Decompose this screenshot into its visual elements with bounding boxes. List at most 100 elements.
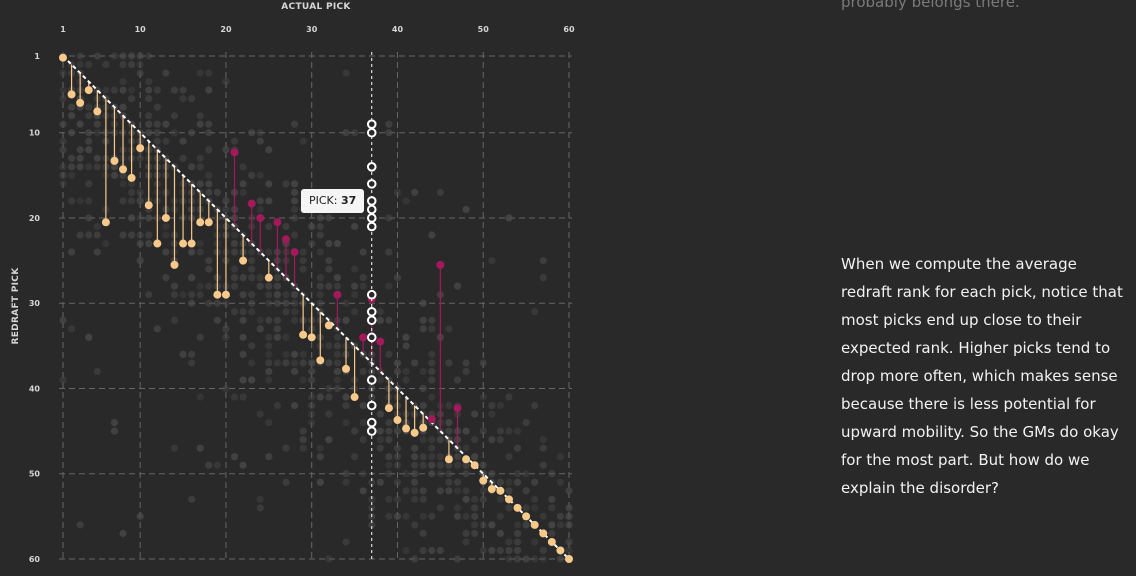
redraft-dot xyxy=(256,274,264,282)
redraft-dot xyxy=(513,427,522,435)
average-point xyxy=(522,512,531,521)
redraft-dot xyxy=(513,478,522,486)
redraft-dot xyxy=(565,504,573,512)
average-point xyxy=(204,218,213,227)
redraft-dot xyxy=(196,180,204,188)
redraft-dot xyxy=(308,376,316,384)
redraft-dot xyxy=(325,436,333,444)
redraft-dot xyxy=(342,299,350,307)
redraft-dot xyxy=(76,521,84,529)
selected-redraft-point xyxy=(366,196,377,206)
redraft-dot xyxy=(471,504,479,512)
redraft-dot xyxy=(230,453,239,461)
redraft-dot xyxy=(513,529,522,538)
redraft-dot xyxy=(402,376,410,384)
redraft-dot xyxy=(342,418,350,427)
redraft-dot xyxy=(393,444,402,452)
redraft-dot xyxy=(299,436,307,444)
redraft-dot xyxy=(290,188,299,197)
average-point xyxy=(144,201,153,210)
redraft-dot xyxy=(265,180,273,188)
redraft-dot xyxy=(325,410,333,418)
redraft-dot xyxy=(462,470,470,478)
redraft-dot xyxy=(128,197,136,205)
redraft-dot xyxy=(428,316,436,324)
redraft-dot xyxy=(136,52,144,60)
selected-redraft-point xyxy=(366,332,377,343)
redraft-dot xyxy=(162,137,170,145)
average-point xyxy=(307,333,316,342)
x-axis-title: ACTUAL PICK xyxy=(281,2,351,12)
redraft-dot xyxy=(76,52,84,60)
redraft-dot xyxy=(565,538,573,546)
redraft-dot xyxy=(248,299,256,307)
redraft-dot xyxy=(239,393,247,401)
redraft-dot xyxy=(282,359,290,367)
redraft-dot xyxy=(299,350,307,358)
redraft-dot xyxy=(316,282,324,290)
redraft-dot xyxy=(213,299,221,307)
redraft-dot xyxy=(162,69,170,77)
redraft-dot xyxy=(136,154,144,162)
redraft-dot xyxy=(385,282,393,290)
average-point xyxy=(324,321,333,330)
redraft-dot xyxy=(273,274,282,282)
average-point xyxy=(93,107,102,116)
selected-redraft-point xyxy=(366,426,377,436)
redraft-dot xyxy=(67,171,76,179)
redraft-dot xyxy=(333,274,342,282)
pick-tooltip: PICK: 37 xyxy=(301,189,365,213)
redraft-dot xyxy=(556,555,565,563)
average-points xyxy=(59,53,573,563)
redraft-dot xyxy=(376,376,384,384)
redraft-dot xyxy=(513,444,522,452)
redraft-dot xyxy=(548,495,556,503)
redraft-dot xyxy=(153,120,161,128)
redraft-dot xyxy=(196,120,204,128)
redraft-dot xyxy=(136,60,144,69)
redraft-dot xyxy=(205,171,213,179)
redraft-dot xyxy=(385,418,393,427)
redraft-dot xyxy=(333,239,342,248)
redraft-dot xyxy=(67,154,76,162)
redraft-dot xyxy=(128,52,136,60)
redraft-dot xyxy=(170,129,179,137)
redraft-dot xyxy=(539,546,547,555)
redraft-dot xyxy=(316,478,324,486)
redraft-dot xyxy=(479,427,487,435)
redraft-dot xyxy=(393,512,402,520)
redraft-dot xyxy=(205,180,213,188)
average-point xyxy=(427,415,436,424)
redraft-dot xyxy=(531,478,539,486)
redraft-dot xyxy=(436,546,444,555)
redraft-dot xyxy=(333,384,342,393)
redraft-dot xyxy=(453,487,462,495)
redraft-dot xyxy=(496,546,504,555)
redraft-dot xyxy=(539,461,547,469)
redraft-dot xyxy=(85,163,93,171)
redraft-dot xyxy=(333,367,342,376)
average-point xyxy=(453,404,462,413)
redraft-dot xyxy=(359,470,367,478)
average-point xyxy=(230,148,239,157)
redraft-dot xyxy=(471,410,479,418)
redraft-dot xyxy=(85,137,93,145)
redraft-dot xyxy=(376,308,384,316)
redraft-dot xyxy=(273,291,282,299)
redraft-dot xyxy=(556,512,565,520)
redraft-dot xyxy=(248,342,256,350)
redraft-dot xyxy=(419,316,427,324)
redraft-dot xyxy=(136,257,144,265)
redraft-dot xyxy=(273,359,282,367)
redraft-dot xyxy=(385,495,393,503)
average-point xyxy=(119,165,128,174)
redraft-dot xyxy=(230,137,239,145)
selected-redraft-point xyxy=(366,179,377,189)
redraft-dot xyxy=(411,495,419,503)
redraft-dot xyxy=(76,146,84,154)
redraft-dot xyxy=(488,257,496,265)
redraft-dot xyxy=(402,333,410,341)
redraft-dot xyxy=(119,197,127,205)
redraft-dot xyxy=(419,325,427,333)
redraft-dot xyxy=(505,555,513,563)
